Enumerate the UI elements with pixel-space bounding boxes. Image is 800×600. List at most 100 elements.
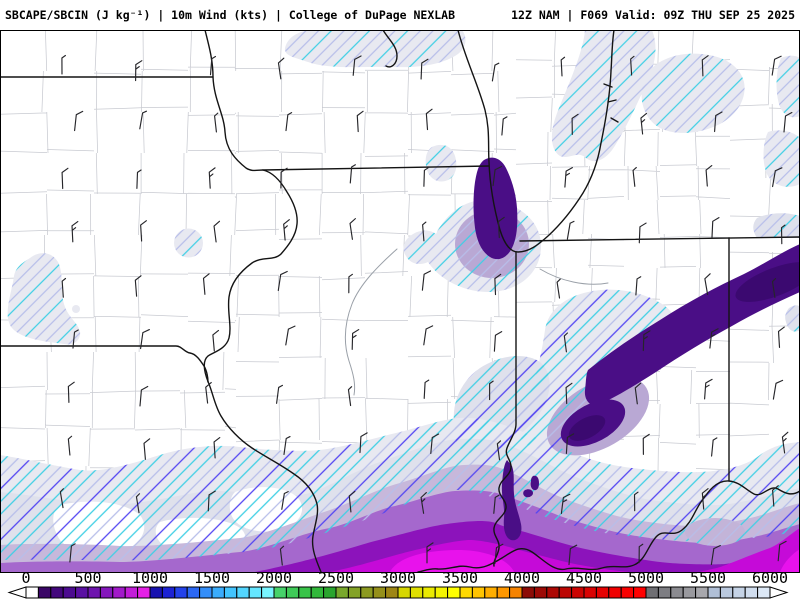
wind-barb bbox=[135, 493, 141, 514]
colorbar-tick-label: 5500 bbox=[690, 569, 726, 587]
colorbar-cell bbox=[459, 586, 473, 599]
colorbar-tick-label: 3000 bbox=[380, 569, 416, 587]
wind-barb bbox=[492, 165, 503, 187]
colorbar-tick-label: 1500 bbox=[194, 569, 230, 587]
colorbar-cell bbox=[558, 586, 573, 599]
wind-barb bbox=[285, 112, 293, 132]
colorbar-cell bbox=[385, 586, 399, 599]
wind-barb bbox=[71, 220, 79, 243]
colorbar-cell bbox=[149, 586, 163, 599]
wind-barb bbox=[564, 167, 573, 188]
wind-barb bbox=[136, 169, 142, 189]
colorbar-cell bbox=[434, 586, 449, 599]
wind-barb bbox=[705, 165, 713, 187]
cape-lavender-kentucky-hatch bbox=[685, 518, 745, 546]
wind-barb bbox=[59, 488, 64, 509]
colorbar-tick-label: 3500 bbox=[442, 569, 478, 587]
colorbar-cell bbox=[533, 586, 548, 599]
wind-barb bbox=[632, 166, 637, 187]
colorbar-cell bbox=[99, 586, 114, 599]
wind-barb bbox=[501, 116, 508, 136]
wind-barb bbox=[351, 328, 360, 350]
colorbar-cell bbox=[37, 586, 52, 599]
wind-barb bbox=[430, 433, 440, 454]
wind-barb bbox=[423, 379, 430, 399]
colorbar-cell bbox=[248, 586, 263, 599]
wind-barb bbox=[563, 332, 569, 353]
border-mi-in-oh bbox=[519, 236, 800, 242]
colorbar-cell bbox=[447, 586, 461, 599]
colorbar-cell bbox=[62, 586, 77, 599]
colorbar-cell bbox=[757, 586, 771, 599]
wind-barb bbox=[213, 220, 221, 243]
wind-barb bbox=[777, 540, 787, 562]
wind-barb bbox=[777, 326, 785, 348]
wind-barb bbox=[565, 433, 575, 454]
colorbar-cell bbox=[174, 586, 188, 599]
colorbar-cell bbox=[50, 586, 64, 599]
wind-barb bbox=[704, 273, 711, 296]
product-title: SBCAPE/SBCIN (J kg⁻¹) | 10m Wind (kts) |… bbox=[5, 8, 456, 22]
ohio-river bbox=[417, 480, 800, 573]
colorbar-cell bbox=[199, 586, 213, 599]
colorbar-cell bbox=[25, 586, 39, 599]
cape-dark-blob-indiana-core bbox=[568, 415, 606, 441]
wind-barb bbox=[348, 490, 356, 513]
colorbar-cell bbox=[409, 586, 424, 599]
wind-barb bbox=[634, 382, 642, 405]
wind-barb bbox=[61, 277, 67, 298]
colorbar-tick-label: 4500 bbox=[566, 569, 602, 587]
wind-barb bbox=[772, 485, 779, 507]
colorbar-cell bbox=[285, 586, 300, 599]
wind-barb bbox=[771, 278, 777, 298]
wind-barb bbox=[772, 167, 783, 188]
colorbar-cell bbox=[471, 586, 486, 599]
wind-barb bbox=[771, 55, 782, 76]
cape-core-magenta-right bbox=[780, 549, 800, 572]
colorbar-cell bbox=[608, 586, 622, 599]
border-ia-mo bbox=[0, 345, 209, 383]
wind-barb bbox=[277, 57, 285, 80]
wind-barb bbox=[710, 544, 721, 565]
wind-barb bbox=[711, 217, 720, 238]
colorbar-cell bbox=[732, 586, 746, 599]
wind-barb bbox=[214, 112, 219, 133]
cape-speck-1 bbox=[530, 475, 539, 491]
wind-barb bbox=[560, 56, 566, 77]
wind-barb bbox=[281, 491, 289, 510]
wind-barb bbox=[276, 384, 284, 404]
mississippi-river bbox=[203, 30, 322, 573]
state-borders bbox=[0, 30, 800, 573]
wind-barb bbox=[72, 329, 79, 349]
wind-barb bbox=[565, 382, 573, 405]
wind-barb bbox=[202, 273, 210, 295]
colorbar-cell bbox=[211, 586, 225, 599]
wind-barb bbox=[420, 58, 429, 80]
wind-barb bbox=[426, 542, 434, 564]
colorbar-cell bbox=[124, 586, 139, 599]
wind-barb bbox=[213, 436, 221, 459]
wind-barb bbox=[74, 110, 84, 132]
sbcape-strong-shading bbox=[255, 157, 800, 572]
wind-barb bbox=[783, 111, 793, 133]
wind-barb bbox=[69, 543, 76, 563]
wind-barb bbox=[139, 385, 149, 407]
colorbar-cell bbox=[509, 586, 523, 599]
colorbar-cell bbox=[223, 586, 238, 599]
wind-barb bbox=[422, 221, 427, 242]
wind-barb bbox=[701, 55, 709, 77]
cape-speck-2 bbox=[523, 489, 533, 498]
minor-rivers bbox=[344, 248, 609, 396]
colorbar-cell bbox=[707, 586, 721, 599]
wind-barb bbox=[493, 331, 503, 352]
border-wi-il bbox=[262, 165, 490, 171]
wind-barb bbox=[277, 270, 288, 291]
colorbar-cell bbox=[273, 586, 287, 599]
colorbar-cell bbox=[261, 586, 275, 599]
wind-barb bbox=[348, 273, 354, 294]
wind-barbs bbox=[59, 54, 793, 566]
colorbar-cell bbox=[397, 586, 411, 599]
colorbar-cell bbox=[87, 586, 101, 599]
